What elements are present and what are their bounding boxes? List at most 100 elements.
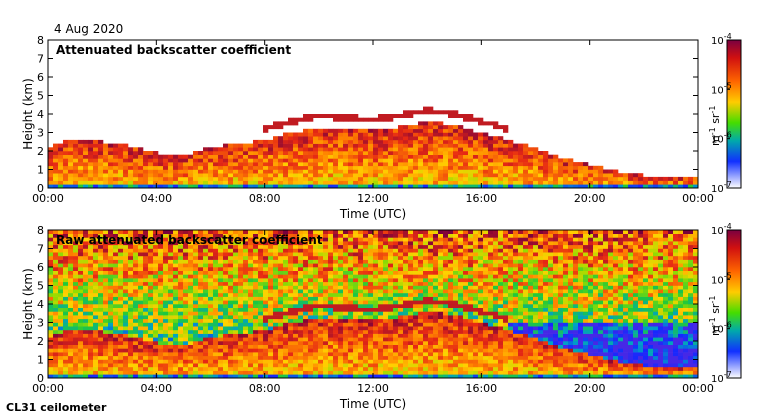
heatmap-cell <box>373 348 379 353</box>
heatmap-cell <box>508 154 514 159</box>
heatmap-cell <box>103 326 109 331</box>
heatmap-cell <box>433 259 439 264</box>
heatmap-cell <box>128 162 134 167</box>
heatmap-cell <box>303 173 309 178</box>
heatmap-cell <box>433 322 439 327</box>
heatmap-cell <box>133 230 139 234</box>
heatmap-cell <box>293 132 299 137</box>
heatmap-cell <box>233 274 239 279</box>
heatmap-cell <box>198 281 204 286</box>
heatmap-cell <box>63 337 69 342</box>
heatmap-cell <box>268 307 274 312</box>
heatmap-cell <box>333 169 339 174</box>
heatmap-cell <box>393 267 399 271</box>
heatmap-cell <box>103 341 109 345</box>
heatmap-cell <box>448 125 454 130</box>
heatmap-cell <box>213 151 219 155</box>
heatmap-cell <box>113 248 119 253</box>
heatmap-cell <box>203 307 209 312</box>
heatmap-cell <box>68 333 74 338</box>
heatmap-cell <box>463 296 469 301</box>
heatmap-cell <box>488 176 494 181</box>
heatmap-cell <box>498 169 504 174</box>
heatmap-cell <box>298 165 304 170</box>
heatmap-cell <box>438 274 444 279</box>
heatmap-cell <box>298 352 304 357</box>
heatmap-cell <box>58 326 64 331</box>
heatmap-cell <box>53 248 59 253</box>
heatmap-cell <box>103 366 109 371</box>
heatmap-cell <box>628 176 634 181</box>
heatmap-cell <box>198 233 204 238</box>
heatmap-cell <box>113 158 119 163</box>
heatmap-cell <box>418 263 424 268</box>
heatmap-cell <box>293 165 299 170</box>
heatmap-cell <box>133 147 139 152</box>
heatmap-cell <box>168 278 174 283</box>
heatmap-cell <box>358 147 364 152</box>
heatmap-cell <box>423 274 429 279</box>
heatmap-cell <box>403 136 409 141</box>
heatmap-cell <box>303 241 309 246</box>
heatmap-cell <box>243 322 249 327</box>
heatmap-cell <box>448 270 454 275</box>
heatmap-cell <box>323 244 329 249</box>
heatmap-cell <box>263 252 269 257</box>
heatmap-cell <box>73 248 79 253</box>
heatmap-cell <box>48 315 54 320</box>
heatmap-cell <box>348 117 354 122</box>
heatmap-cell <box>133 374 139 379</box>
heatmap-cell <box>208 322 214 327</box>
heatmap-cell <box>103 311 109 316</box>
heatmap-cell <box>218 248 224 253</box>
heatmap-cell <box>253 315 259 320</box>
heatmap-cell <box>358 304 364 308</box>
heatmap-cell <box>83 333 89 338</box>
heatmap-cell <box>128 259 134 264</box>
heatmap-cell <box>218 158 224 163</box>
heatmap-cell <box>283 278 289 283</box>
heatmap-cell <box>338 184 344 189</box>
heatmap-cell <box>103 252 109 257</box>
heatmap-cell <box>393 300 399 305</box>
heatmap-cell <box>93 237 99 242</box>
heatmap-cell <box>108 311 114 316</box>
heatmap-cell <box>398 355 404 360</box>
heatmap-cell <box>173 252 179 257</box>
heatmap-cell <box>268 180 274 185</box>
heatmap-cell <box>438 121 444 126</box>
heatmap-cell <box>378 241 384 246</box>
heatmap-cell <box>58 180 64 185</box>
y-tick-label: 6 <box>37 71 44 84</box>
heatmap-cell <box>268 300 274 305</box>
heatmap-cell <box>323 318 329 323</box>
heatmap-cell <box>388 143 394 148</box>
heatmap-cell <box>333 255 339 260</box>
heatmap-cell <box>553 176 559 181</box>
heatmap-cell <box>473 180 479 185</box>
x-tick-label: 00:00 <box>32 192 64 205</box>
heatmap-cell <box>453 322 459 327</box>
heatmap-cell <box>358 366 364 371</box>
heatmap-cell <box>233 341 239 345</box>
heatmap-cell <box>498 154 504 159</box>
heatmap-cell <box>388 147 394 152</box>
heatmap-cell <box>218 355 224 360</box>
y-tick-label: 3 <box>37 127 44 140</box>
heatmap-cell <box>268 263 274 268</box>
heatmap-cell <box>368 341 374 345</box>
heatmap-cell <box>463 165 469 170</box>
heatmap-cell <box>348 270 354 275</box>
heatmap-cell <box>413 125 419 130</box>
heatmap-cell <box>388 341 394 345</box>
heatmap-cell <box>253 289 259 294</box>
heatmap-cell <box>413 176 419 181</box>
heatmap-cell <box>283 274 289 279</box>
heatmap-cell <box>63 344 69 349</box>
heatmap-cell <box>133 296 139 301</box>
heatmap-cell <box>468 169 474 174</box>
heatmap-cell <box>163 237 169 242</box>
heatmap-cell <box>318 329 324 334</box>
heatmap-cell <box>88 348 94 353</box>
heatmap-cell <box>383 241 389 246</box>
